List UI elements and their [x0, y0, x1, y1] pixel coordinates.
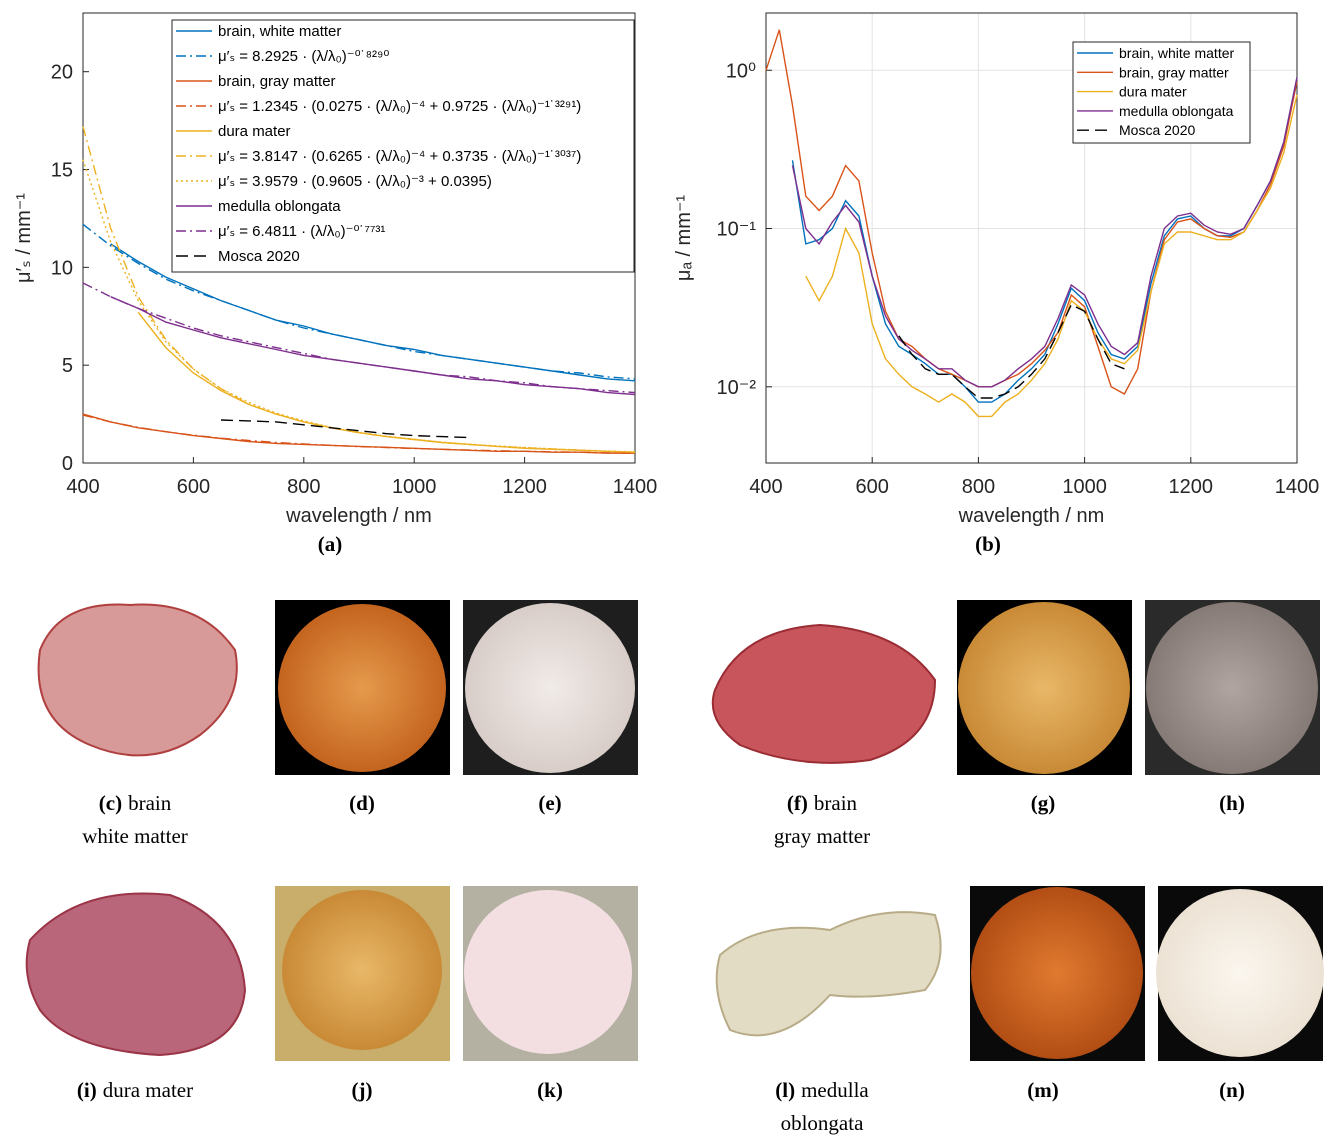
x-tick-label: 800	[287, 476, 320, 498]
sample	[1146, 602, 1318, 774]
panel-label: (e)	[538, 791, 561, 815]
figure: 400 600 800 1000 1200 1400 0 5 10 15 20 wavelength …	[0, 0, 1332, 1136]
panel-label: (n)	[1219, 1078, 1245, 1102]
panel-label: (c)	[99, 791, 122, 815]
y-tick-label: 10⁻¹	[717, 219, 757, 241]
legend-label: medulla oblongata	[218, 198, 341, 215]
panel-text: white matter	[82, 824, 188, 848]
legend-label: μ′ₛ = 1.2345 · (0.0275 · (λ/λ₀)⁻⁴ + 0.97…	[218, 98, 581, 115]
legend-label: μ′ₛ = 8.2925 · (λ/λ₀)⁻⁰˙⁸²⁹⁰	[218, 48, 389, 65]
panel-caption: (e)	[538, 791, 561, 815]
panel-label: (d)	[349, 791, 375, 815]
legend-label: Mosca 2020	[218, 248, 300, 265]
sample	[1156, 889, 1324, 1057]
panel-text: brain	[128, 791, 172, 815]
photo-brain-gray	[713, 625, 935, 763]
series-line	[899, 305, 1125, 398]
sample	[278, 604, 446, 772]
sample	[464, 890, 632, 1054]
caption: (b)	[975, 532, 1001, 556]
legend-label: brain, gray matter	[1119, 64, 1229, 80]
photo-medulla	[717, 912, 941, 1035]
panel-label: (i)	[77, 1078, 97, 1102]
photo-brain-white	[39, 605, 237, 756]
legend-label: μ′ₛ = 6.4811 · (λ/λ₀)⁻⁰˙⁷⁷³¹	[218, 223, 385, 240]
x-tick-label: 400	[66, 476, 99, 498]
panel-caption: (n)	[1219, 1078, 1245, 1102]
panel-label: (h)	[1219, 791, 1245, 815]
x-tick-label: 1400	[613, 476, 658, 498]
photo-dura	[27, 893, 245, 1055]
y-tick-label: 5	[62, 355, 73, 377]
y-axis-label: μₐ / mm⁻¹	[673, 195, 695, 282]
legend-label: dura mater	[218, 123, 291, 140]
sample	[465, 603, 635, 773]
x-tick-label: 600	[177, 476, 210, 498]
x-tick-label: 1000	[1062, 476, 1107, 498]
panel-caption: (k)	[537, 1078, 563, 1102]
panel-label: (f)	[787, 791, 808, 815]
x-tick-label: 1000	[392, 476, 437, 498]
y-tick-label: 15	[51, 160, 73, 182]
x-tick-label: 400	[749, 476, 782, 498]
panel-caption: (d)	[349, 791, 375, 815]
panel-caption: (l) medulla	[775, 1078, 869, 1102]
panel-caption: (i) dura mater	[77, 1078, 193, 1102]
panel-text: brain	[814, 791, 858, 815]
legend-label: dura mater	[1119, 84, 1187, 100]
y-tick-label: 10	[51, 257, 73, 279]
sample	[971, 887, 1143, 1059]
y-tick-label: 10⁰	[726, 60, 756, 82]
legend-label: μ′ₛ = 3.8147 · (0.6265 · (λ/λ₀)⁻⁴ + 0.37…	[218, 148, 581, 165]
panel-caption: (h)	[1219, 791, 1245, 815]
x-tick-label: 1200	[502, 476, 547, 498]
page: {"chart_data": [ {"type": "line", "capti…	[0, 0, 1332, 1136]
photos	[27, 600, 1324, 1061]
x-tick-label: 800	[962, 476, 995, 498]
panel-caption: (c) brain	[99, 791, 172, 815]
x-axis-label: wavelength / nm	[958, 505, 1105, 527]
panel-label: (m)	[1027, 1078, 1058, 1102]
x-axis-label: wavelength / nm	[285, 505, 432, 527]
legend-label: Mosca 2020	[1119, 122, 1195, 138]
legend-label: medulla oblongata	[1119, 103, 1234, 119]
y-axis-label: μ′ₛ / mm⁻¹	[13, 193, 35, 283]
y-tick-label: 10⁻²	[717, 377, 757, 399]
panel-label: (k)	[537, 1078, 563, 1102]
y-tick-label: 0	[62, 453, 73, 475]
sample	[282, 890, 442, 1050]
legend-label: μ′ₛ = 3.9579 · (0.9605 · (λ/λ₀)⁻³ + 0.03…	[218, 173, 492, 190]
chart: 400 600 800 1000 1200 1400 0 5 10 15 20 wavelength …	[13, 13, 657, 527]
x-tick-label: 1200	[1169, 476, 1214, 498]
panel-caption: (m)	[1027, 1078, 1058, 1102]
legend-label: brain, gray matter	[218, 73, 336, 90]
series-line	[111, 297, 635, 395]
panel-text: medulla	[801, 1078, 869, 1102]
x-tick-label: 1400	[1275, 476, 1320, 498]
y-tick-label: 20	[51, 62, 73, 84]
panel-caption: (f) brain	[787, 791, 858, 815]
chart: 400 600 800 1000 1200 1400 10⁻² 10⁻¹ 10⁰ waveleng…	[673, 13, 1319, 527]
series-line	[83, 283, 635, 393]
caption: (a)	[318, 532, 343, 556]
series-line	[83, 414, 635, 453]
panel-caption: (g)	[1031, 791, 1056, 815]
series-line	[221, 420, 469, 438]
panel-label: (g)	[1031, 791, 1056, 815]
sample	[958, 602, 1130, 774]
panel-label: (j)	[352, 1078, 373, 1102]
panel-label: (l)	[775, 1078, 795, 1102]
legend-label: brain, white matter	[218, 23, 341, 40]
panel-text: oblongata	[781, 1111, 864, 1135]
legend-label: brain, white matter	[1119, 45, 1234, 61]
series-line	[83, 415, 635, 453]
panel-text: dura mater	[103, 1078, 193, 1102]
panel-caption: (j)	[352, 1078, 373, 1102]
x-tick-label: 600	[856, 476, 889, 498]
panel-text: gray matter	[774, 824, 870, 848]
